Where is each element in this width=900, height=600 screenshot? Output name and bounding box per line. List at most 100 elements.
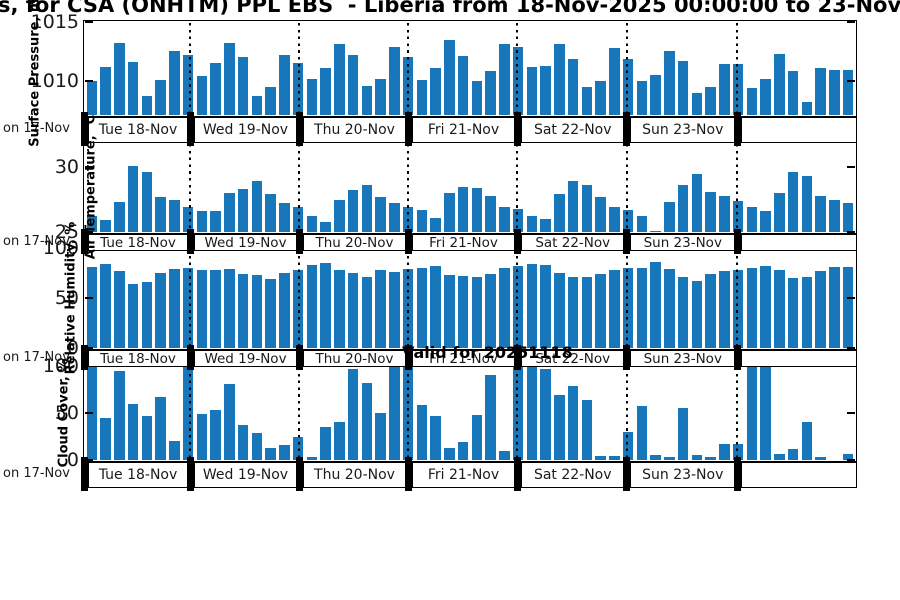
day-divider xyxy=(404,457,412,491)
bar xyxy=(512,366,524,460)
day-divider xyxy=(295,345,303,370)
air-temperature-plot-area xyxy=(85,143,855,232)
day-label-cell: Thu 20-Nov xyxy=(302,234,407,251)
bar xyxy=(155,273,166,348)
day-divider xyxy=(623,229,630,254)
day-label-cell-empty xyxy=(740,350,857,367)
bar xyxy=(375,413,386,460)
day-divider xyxy=(404,345,412,370)
bar xyxy=(609,47,620,115)
day-divider xyxy=(295,112,303,146)
bar xyxy=(306,265,318,348)
left-axis-tick xyxy=(85,79,93,82)
bar xyxy=(691,92,703,115)
bar xyxy=(444,275,455,348)
bar xyxy=(567,58,579,115)
bar xyxy=(774,454,785,460)
bar xyxy=(609,456,620,460)
cloud-cover-ylabel: Cloud Cover, % xyxy=(56,358,72,468)
bar xyxy=(485,274,496,348)
leading-date-label: on 17-Nov xyxy=(3,233,70,249)
bar xyxy=(389,46,400,115)
y-tick-label: 25 xyxy=(54,221,79,243)
day-boundary-dotted-line xyxy=(298,23,300,114)
bar xyxy=(554,194,565,232)
y-tick-label: 100 xyxy=(42,237,79,259)
bar xyxy=(334,270,345,348)
bar xyxy=(485,71,496,115)
day-divider xyxy=(733,345,741,370)
right-axis-tick xyxy=(847,412,855,414)
bar xyxy=(155,196,166,232)
bar xyxy=(677,408,689,460)
day-divider xyxy=(513,229,521,254)
relative-humidity-plot-area xyxy=(85,248,855,348)
left-axis-tick xyxy=(85,347,93,349)
day-label-cell: Tue 18-Nov xyxy=(87,462,189,488)
right-axis-tick xyxy=(847,79,855,82)
bar xyxy=(457,186,469,232)
day-label-cell: Tue 18-Nov xyxy=(87,117,189,143)
bar xyxy=(306,457,318,460)
bar xyxy=(279,55,290,115)
bar xyxy=(512,46,524,115)
bar xyxy=(746,87,758,115)
bar xyxy=(86,216,98,232)
bar xyxy=(114,370,125,460)
right-axis-tick xyxy=(847,297,855,299)
day-label-cell: Sat 22-Nov xyxy=(520,350,625,367)
day-label-cell: Wed 19-Nov xyxy=(193,234,298,251)
day-boundary-dotted-line xyxy=(407,144,409,231)
bar xyxy=(774,53,785,115)
bar xyxy=(540,368,551,460)
bar xyxy=(251,275,263,348)
bar xyxy=(719,271,730,348)
right-axis-tick xyxy=(847,459,855,461)
bar xyxy=(279,203,290,232)
bar xyxy=(815,195,826,232)
y-tick-label: 50 xyxy=(54,402,79,424)
bar xyxy=(664,457,675,460)
bar xyxy=(719,444,730,460)
day-boundary-dotted-line xyxy=(189,249,191,347)
bar xyxy=(774,270,785,348)
right-axis-tick xyxy=(847,347,855,349)
bar xyxy=(100,220,111,232)
day-label-cell: Tue 18-Nov xyxy=(87,234,189,251)
bar xyxy=(237,274,249,348)
day-label-cell: Sun 23-Nov xyxy=(630,117,736,143)
bar xyxy=(169,51,180,115)
bar xyxy=(636,80,648,115)
day-divider xyxy=(733,229,741,254)
bar xyxy=(815,457,826,460)
y-tick-label: 0 xyxy=(66,337,79,359)
bar xyxy=(306,78,318,115)
bar xyxy=(636,216,648,232)
bar xyxy=(389,272,400,348)
bar xyxy=(540,265,551,348)
day-label-cell: Tue 18-Nov xyxy=(87,350,189,367)
bar xyxy=(224,43,235,115)
leading-date-label: on 17-Nov xyxy=(3,349,70,365)
day-divider xyxy=(733,457,741,491)
day-divider xyxy=(186,457,194,491)
bar xyxy=(251,96,263,115)
day-label-cell: Thu 20-Nov xyxy=(302,117,407,143)
y-tick-label: 1010 xyxy=(30,69,79,92)
day-boundary-dotted-line xyxy=(516,144,518,231)
day-label-cell: Wed 19-Nov xyxy=(193,462,298,488)
bar xyxy=(760,266,771,348)
left-axis-tick xyxy=(85,21,93,23)
bar xyxy=(224,383,235,460)
bar xyxy=(265,279,276,348)
bar xyxy=(650,262,661,348)
day-label-cell: Thu 20-Nov xyxy=(302,462,407,488)
day-boundary-dotted-line xyxy=(189,23,191,114)
bar xyxy=(182,366,194,460)
bar xyxy=(691,173,703,232)
bar xyxy=(664,202,675,232)
bar xyxy=(705,191,716,232)
bar xyxy=(320,67,331,115)
bar xyxy=(196,76,208,115)
bar xyxy=(444,193,455,232)
